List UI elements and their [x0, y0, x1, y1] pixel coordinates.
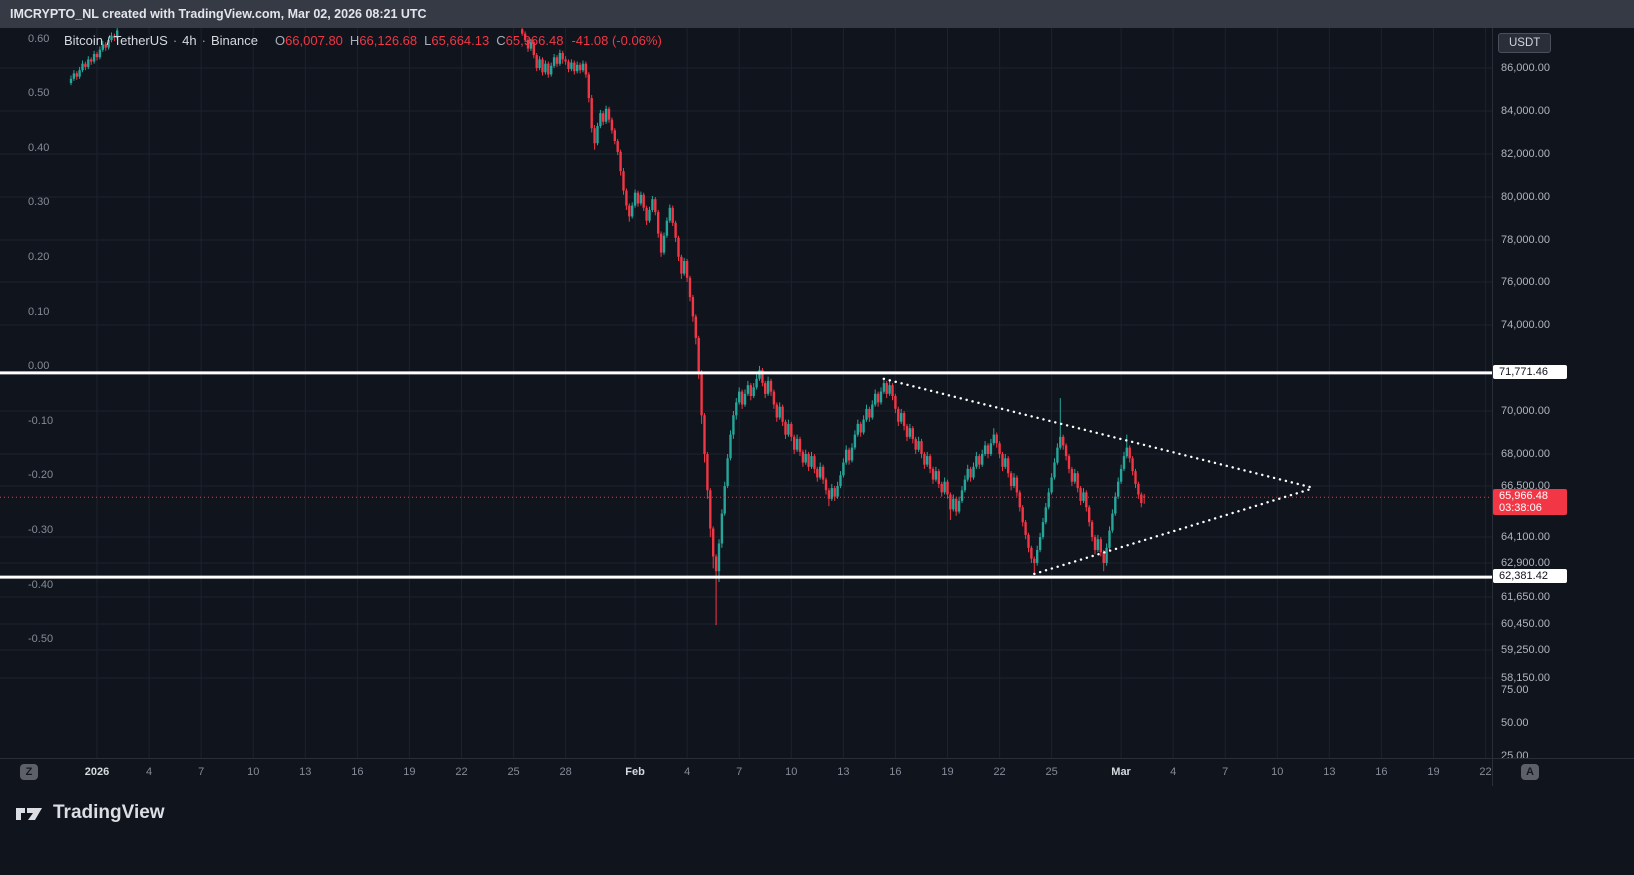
- price-tick-label: 64,100.00: [1501, 530, 1550, 543]
- close-value: 65,966.48: [505, 33, 564, 48]
- time-tick-label: 4: [684, 766, 691, 778]
- open-label: O: [274, 33, 286, 48]
- price-tick-label: 58,150.00: [1501, 671, 1550, 684]
- time-tick-label: Mar: [1111, 766, 1131, 778]
- last-price-value: 65,966.48: [1499, 490, 1548, 503]
- candlestick-plot[interactable]: [0, 28, 1492, 758]
- footer: TradingView: [0, 786, 1634, 875]
- legend-separator: ·: [201, 33, 206, 48]
- axis-corner: A: [1492, 758, 1634, 786]
- time-tick-label: 22: [1479, 766, 1492, 778]
- left-scale-tick-label: 0.00: [28, 360, 50, 373]
- indicator-tick-label: 75.00: [1501, 683, 1529, 696]
- price-tick-label: 80,000.00: [1501, 190, 1550, 203]
- last-price-label: 65,966.48 03:38:06: [1493, 489, 1567, 516]
- time-tick-label: 28: [559, 766, 572, 778]
- time-tick-label: 19: [1427, 766, 1440, 778]
- symbol-interval: 4h: [182, 33, 197, 48]
- low-value: 65,664.13: [431, 33, 490, 48]
- time-tick-label: 10: [247, 766, 260, 778]
- candles: [69, 28, 1146, 626]
- price-tick-label: 66,500.00: [1501, 479, 1550, 492]
- price-tick-label: 62,900.00: [1501, 556, 1550, 569]
- attribution-bar: IMCRYPTO_NL created with TradingView.com…: [0, 0, 1634, 28]
- price-tick-label: 74,000.00: [1501, 318, 1550, 331]
- price-tick-label: 84,000.00: [1501, 104, 1550, 117]
- left-scale-tick-label: 0.20: [28, 250, 50, 263]
- tradingview-logo-icon: [16, 808, 42, 820]
- price-tick-label: 59,250.00: [1501, 643, 1550, 656]
- left-scale-tick-label: 0.40: [28, 141, 50, 154]
- time-tick-label: 25: [507, 766, 520, 778]
- time-tick-label: 13: [1323, 766, 1336, 778]
- time-tick-label: 16: [889, 766, 902, 778]
- time-tick-label: 2026: [84, 766, 110, 778]
- left-scale-tick-label: 0.50: [28, 87, 50, 100]
- left-scale-tick-label: -0.50: [28, 633, 54, 646]
- close-label: C: [496, 33, 506, 48]
- price-tick-label: 82,000.00: [1501, 147, 1550, 160]
- time-tick-label: 13: [299, 766, 312, 778]
- price-tick-label: 78,000.00: [1501, 233, 1550, 246]
- symbol-legend[interactable]: Bitcoin / TetherUS · 4h · Binance O66,007.80 H…: [64, 33, 662, 48]
- time-tick-label: 22: [455, 766, 468, 778]
- tradingview-logo[interactable]: TradingView: [14, 798, 165, 828]
- price-tick-label: 61,650.00: [1501, 590, 1550, 603]
- price-level-label: 62,381.42: [1493, 569, 1567, 584]
- indicator-tick-label: 50.00: [1501, 716, 1529, 729]
- time-tick-label: 25: [1045, 766, 1058, 778]
- triangle-trendlines[interactable]: [882, 377, 1312, 576]
- time-tick-label: 19: [941, 766, 954, 778]
- currency-unit-button[interactable]: USDT: [1498, 33, 1552, 53]
- time-tick-label: 7: [198, 766, 205, 778]
- price-tick-label: 86,000.00: [1501, 61, 1550, 74]
- time-tick-label: 4: [1170, 766, 1177, 778]
- time-tick-label: 7: [736, 766, 743, 778]
- change-value: -41.08 (-0.06%): [571, 33, 662, 48]
- left-scale-tick-label: 0.30: [28, 196, 50, 209]
- price-tick-label: 70,000.00: [1501, 404, 1550, 417]
- time-tick-label: 13: [837, 766, 850, 778]
- timezone-button[interactable]: Z: [20, 764, 38, 780]
- left-scale-tick-label: -0.30: [28, 523, 54, 536]
- time-tick-label: 7: [1222, 766, 1229, 778]
- time-tick-label: Feb: [625, 766, 645, 778]
- attribution-text: IMCRYPTO_NL created with TradingView.com…: [10, 7, 427, 21]
- price-level-label: 71,771.46: [1493, 364, 1567, 379]
- tradingview-logo-text: TradingView: [53, 802, 165, 823]
- time-tick-label: 19: [403, 766, 416, 778]
- time-tick-label: 16: [351, 766, 364, 778]
- left-scale-tick-label: -0.40: [28, 578, 54, 591]
- price-tick-label: 68,000.00: [1501, 447, 1550, 460]
- high-value: 66,126.68: [359, 33, 418, 48]
- price-level-lines[interactable]: [0, 371, 1492, 579]
- left-scale-tick-label: -0.10: [28, 414, 54, 427]
- auto-scale-button[interactable]: A: [1521, 764, 1539, 780]
- ohlc-values: O66,007.80 H66,126.68 L65,664.13 C65,966.48: [268, 33, 564, 48]
- time-tick-label: 10: [785, 766, 798, 778]
- grid: [0, 28, 1492, 758]
- low-label: L: [424, 33, 432, 48]
- symbol-name: Bitcoin / TetherUS: [64, 33, 168, 48]
- time-axis[interactable]: Z 2026 4 7 10 13 16 19 22 25 28 Feb 4 7 10 13 16 19 22 25 M…: [0, 758, 1492, 786]
- price-tick-label: 76,000.00: [1501, 275, 1550, 288]
- left-scale-tick-label: 0.10: [28, 305, 50, 318]
- time-tick-label: 22: [993, 766, 1006, 778]
- symbol-exchange: Binance: [210, 33, 258, 48]
- bar-countdown: 03:38:06: [1499, 502, 1542, 515]
- left-scale-tick-label: -0.20: [28, 469, 54, 482]
- left-scale-tick-label: 0.60: [28, 32, 50, 45]
- high-label: H: [349, 33, 360, 48]
- legend-separator: ·: [172, 33, 178, 48]
- time-tick-label: 4: [146, 766, 153, 778]
- time-tick-label: 10: [1271, 766, 1284, 778]
- price-axis[interactable]: USDT 86,000.00 84,000.00 82,000.00 80,000.0…: [1492, 28, 1634, 762]
- time-tick-label: 16: [1375, 766, 1388, 778]
- price-tick-label: 60,450.00: [1501, 617, 1550, 630]
- open-value: 66,007.80: [285, 33, 343, 48]
